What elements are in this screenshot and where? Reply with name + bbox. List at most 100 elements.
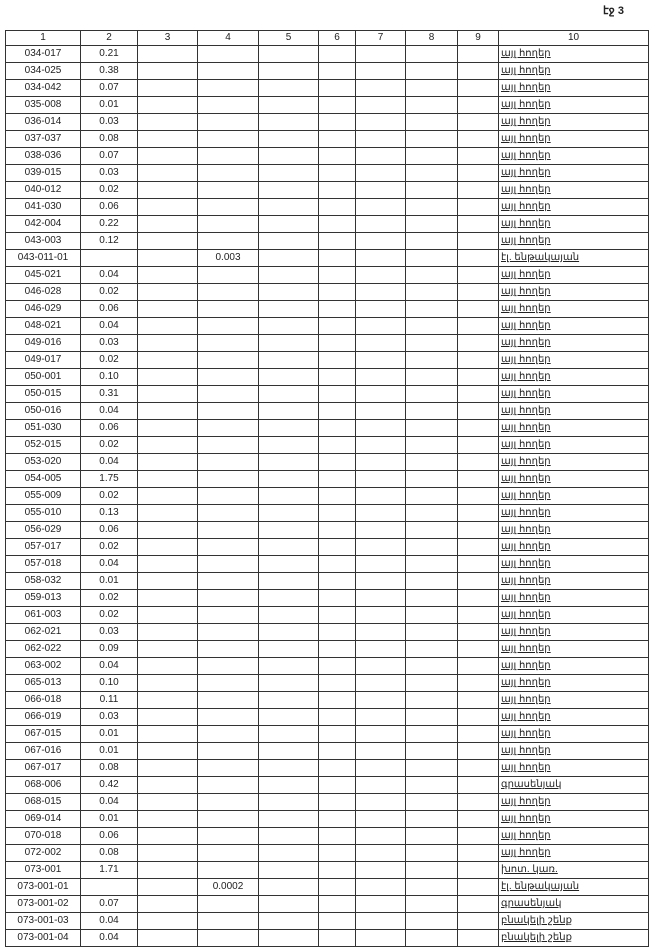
cell-col-2: 0.08 (80, 130, 138, 148)
table-row: 073-001-02 0.07 գրասենյակ (5, 895, 649, 913)
cell-col-8 (405, 215, 458, 233)
table-row: 068-015 0.04 այլ հողեր (5, 793, 649, 811)
cell-col-6 (318, 181, 356, 199)
cell-col-10: այլ հողեր (498, 555, 649, 573)
cell-col-3 (137, 504, 198, 522)
cell-col-1: 070-018 (5, 827, 81, 845)
cell-col-6 (318, 793, 356, 811)
cell-col-3 (137, 606, 198, 624)
cell-col-10: այլ հողեր (498, 487, 649, 505)
cell-col-10: այլ հողեր (498, 640, 649, 658)
cell-col-2: 0.09 (80, 640, 138, 658)
cell-col-6 (318, 351, 356, 369)
cell-col-2: 0.02 (80, 351, 138, 369)
cell-col-7 (355, 113, 406, 131)
cell-col-9 (457, 606, 499, 624)
cell-col-4 (197, 147, 259, 165)
cell-col-9 (457, 674, 499, 692)
cell-col-9 (457, 725, 499, 743)
cell-col-3 (137, 266, 198, 284)
cell-col-6 (318, 130, 356, 148)
table-row: 065-013 0.10 այլ հողեր (5, 674, 649, 692)
cell-col-8 (405, 470, 458, 488)
cell-col-5 (258, 827, 319, 845)
column-header-10: 10 (498, 30, 649, 46)
cell-col-10: այլ հողեր (498, 147, 649, 165)
table-row: 034-025 0.38 այլ հողեր (5, 62, 649, 80)
cell-col-6 (318, 640, 356, 658)
cell-col-4 (197, 453, 259, 471)
cell-col-1: 051-030 (5, 419, 81, 437)
cell-col-6 (318, 436, 356, 454)
cell-col-3 (137, 912, 198, 930)
cell-col-10: այլ հողեր (498, 810, 649, 828)
cell-col-3 (137, 385, 198, 403)
cell-col-2: 0.10 (80, 674, 138, 692)
cell-col-8 (405, 147, 458, 165)
cell-col-9 (457, 504, 499, 522)
cell-col-1: 073-001-03 (5, 912, 81, 930)
cell-col-3 (137, 674, 198, 692)
cell-col-8 (405, 725, 458, 743)
cell-col-5 (258, 181, 319, 199)
cell-col-5 (258, 300, 319, 318)
cell-col-8 (405, 895, 458, 913)
column-header-7: 7 (355, 30, 406, 46)
cell-col-10: էլ. ենթակայան (498, 878, 649, 896)
cell-col-8 (405, 96, 458, 114)
cell-col-6 (318, 113, 356, 131)
cell-col-3 (137, 487, 198, 505)
cell-col-10: այլ հողեր (498, 827, 649, 845)
cell-col-5 (258, 521, 319, 539)
column-header-1: 1 (5, 30, 81, 46)
column-header-9: 9 (457, 30, 499, 46)
table-row: 040-012 0.02 այլ հողեր (5, 181, 649, 199)
cell-col-7 (355, 300, 406, 318)
cell-col-3 (137, 96, 198, 114)
cell-col-10: այլ հողեր (498, 62, 649, 80)
cell-col-9 (457, 215, 499, 233)
cell-col-1: 057-017 (5, 538, 81, 556)
cell-col-10: այլ հողեր (498, 181, 649, 199)
cell-col-4 (197, 266, 259, 284)
cell-col-7 (355, 96, 406, 114)
cell-col-4 (197, 742, 259, 760)
cell-col-3 (137, 742, 198, 760)
cell-col-1: 035-008 (5, 96, 81, 114)
cell-col-5 (258, 708, 319, 726)
cell-col-7 (355, 521, 406, 539)
cell-col-5 (258, 164, 319, 182)
cell-col-1: 052-015 (5, 436, 81, 454)
cell-col-8 (405, 623, 458, 641)
table-row: 066-018 0.11 այլ հողեր (5, 691, 649, 709)
cell-col-9 (457, 453, 499, 471)
cell-col-1: 058-032 (5, 572, 81, 590)
cell-col-6 (318, 759, 356, 777)
cell-col-9 (457, 708, 499, 726)
cell-col-9 (457, 283, 499, 301)
cell-col-6 (318, 810, 356, 828)
cell-col-3 (137, 130, 198, 148)
cell-col-8 (405, 402, 458, 420)
cell-col-2: 0.01 (80, 742, 138, 760)
cell-col-1: 061-003 (5, 606, 81, 624)
cell-col-2: 0.02 (80, 436, 138, 454)
cell-col-2: 0.06 (80, 198, 138, 216)
cell-col-5 (258, 215, 319, 233)
cell-col-5 (258, 283, 319, 301)
cell-col-9 (457, 198, 499, 216)
page-number: էջ 3 (603, 5, 624, 17)
table-row: 034-017 0.21 այլ հողեր (5, 45, 649, 63)
cell-col-4 (197, 793, 259, 811)
cell-col-5 (258, 742, 319, 760)
cell-col-4 (197, 521, 259, 539)
cell-col-6 (318, 521, 356, 539)
cell-col-2: 0.04 (80, 929, 138, 947)
table-row: 063-002 0.04 այլ հողեր (5, 657, 649, 675)
cell-col-6 (318, 96, 356, 114)
cell-col-3 (137, 351, 198, 369)
cell-col-6 (318, 45, 356, 63)
cell-col-6 (318, 147, 356, 165)
cell-col-7 (355, 249, 406, 267)
cell-col-2: 0.01 (80, 96, 138, 114)
